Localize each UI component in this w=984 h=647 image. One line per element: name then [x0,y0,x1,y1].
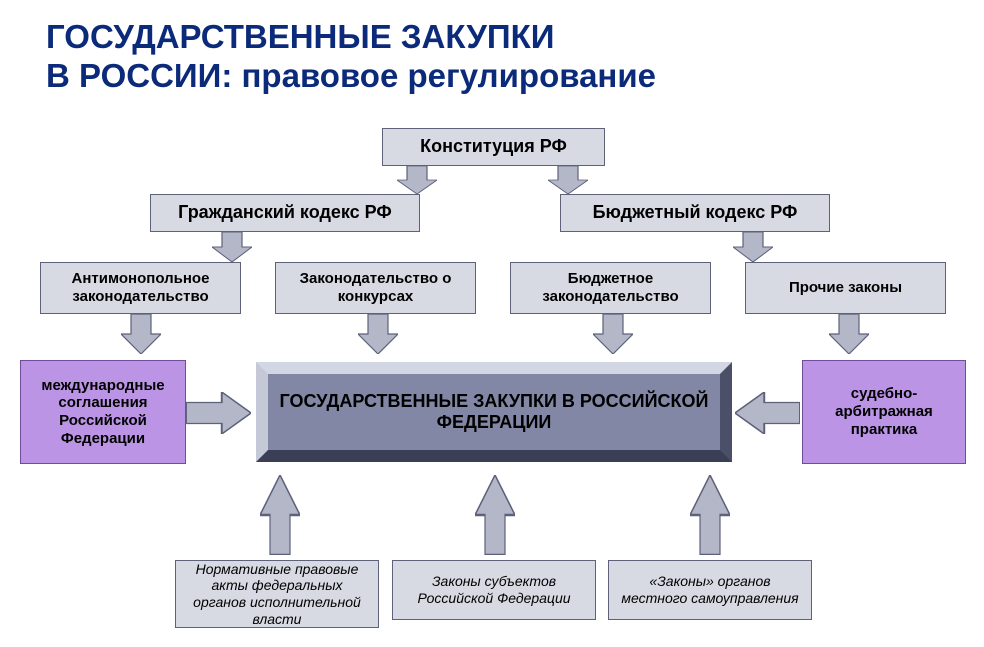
node-local-laws-label: «Законы» органов местного самоуправления [617,573,803,606]
node-antimonopoly-label: Антимонопольное законодательство [49,270,232,305]
node-budget-code: Бюджетный кодекс РФ [560,194,830,232]
arrow-down-icon [548,166,588,194]
node-local-laws: «Законы» органов местного самоуправления [608,560,812,620]
node-subject-laws-label: Законы субъектов Российской Федерации [401,573,587,606]
node-budget-law: Бюджетное законодательство [510,262,711,314]
node-fed-acts-label: Нормативные правовые акты федеральных ор… [184,561,370,627]
node-civil-code-label: Гражданский кодекс РФ [178,202,392,223]
arrow-down-icon [593,314,633,354]
arrow-down-icon [212,232,252,262]
node-judicial-label: судебно-арбитражная практика [811,385,957,438]
arrow-right-icon [186,392,251,434]
node-competition-law-label: Законодательство о конкурсах [284,270,467,305]
arrow-down-icon [733,232,773,262]
node-antimonopoly: Антимонопольное законодательство [40,262,241,314]
node-budget-law-label: Бюджетное законодательство [519,270,702,305]
node-judicial: судебно-арбитражная практика [802,360,966,464]
node-center-label: ГОСУДАРСТВЕННЫЕ ЗАКУПКИ В РОССИЙСКОЙ ФЕД… [276,391,712,433]
node-international-label: международные соглашения Российской Феде… [29,377,177,448]
arrow-down-icon [397,166,437,194]
node-other-laws: Прочие законы [745,262,946,314]
arrow-up-icon [475,475,515,555]
node-international: международные соглашения Российской Феде… [20,360,186,464]
arrow-up-icon [690,475,730,555]
title-line-1: ГОСУДАРСТВЕННЫЕ ЗАКУПКИ [46,18,554,55]
arrow-left-icon [735,392,800,434]
node-civil-code: Гражданский кодекс РФ [150,194,420,232]
arrow-down-icon [358,314,398,354]
node-constitution: Конституция РФ [382,128,605,166]
node-center: ГОСУДАРСТВЕННЫЕ ЗАКУПКИ В РОССИЙСКОЙ ФЕД… [256,362,732,462]
arrow-down-icon [829,314,869,354]
title-line-2: В РОССИИ: правовое регулирование [46,57,656,94]
arrow-up-icon [260,475,300,555]
node-budget-code-label: Бюджетный кодекс РФ [593,202,798,223]
page-title: ГОСУДАРСТВЕННЫЕ ЗАКУПКИ В РОССИИ: правов… [46,18,938,96]
node-subject-laws: Законы субъектов Российской Федерации [392,560,596,620]
arrow-down-icon [121,314,161,354]
node-constitution-label: Конституция РФ [420,136,567,157]
node-other-laws-label: Прочие законы [789,279,902,297]
node-competition-law: Законодательство о конкурсах [275,262,476,314]
node-fed-acts: Нормативные правовые акты федеральных ор… [175,560,379,628]
